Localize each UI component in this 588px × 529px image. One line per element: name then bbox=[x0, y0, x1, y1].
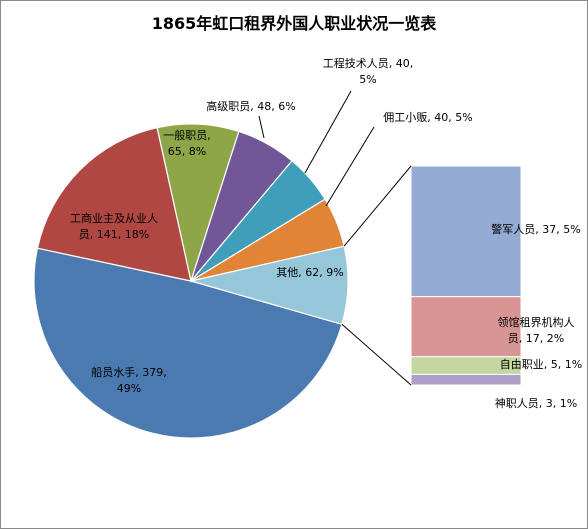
pie-leader-line-3 bbox=[258, 115, 265, 139]
pie-data-label-3: 高级职员, 48, 6% bbox=[206, 99, 295, 113]
pie-data-label-0: 船员水手, 379, 49% bbox=[91, 365, 167, 395]
pie-group bbox=[33, 123, 349, 439]
chart-title: 1865年虹口租界外国人职业状况一览表 bbox=[152, 14, 438, 33]
bar-data-label-0: 警军人员, 37, 5% bbox=[491, 222, 580, 236]
pie-data-label-2: 一般职员, 65, 8% bbox=[163, 129, 211, 158]
bar-segment-1 bbox=[410, 296, 522, 358]
labels: 船员水手, 379, 49% 工商业主及从业人员, 141, 18% 一般职员, 65,… bbox=[70, 57, 582, 410]
pie-data-label-4: 工程技术人员, 40, 5% bbox=[323, 57, 414, 86]
leader-lines bbox=[258, 90, 412, 386]
pie-data-label-6: 其他, 62, 9% bbox=[276, 266, 343, 279]
pie-slice-1 bbox=[36, 126, 192, 282]
pie-data-label-1: 工商业主及从业人员, 141, 18% bbox=[70, 211, 158, 241]
bar-data-label-3: 神职人员, 3, 1% bbox=[495, 396, 577, 410]
pie-slice-6 bbox=[190, 245, 349, 326]
bar-data-label-1: 领馆租界机构人员, 17, 2% bbox=[498, 315, 575, 345]
connector-line-top bbox=[343, 165, 412, 247]
bar-segment-3 bbox=[410, 373, 522, 386]
bar-group bbox=[410, 165, 522, 386]
pie-slice-0 bbox=[33, 247, 343, 439]
pie-leader-line-4 bbox=[304, 90, 352, 174]
connector-line-bottom bbox=[341, 323, 412, 386]
pie-data-label-5: 佣工小贩, 40, 5% bbox=[383, 111, 472, 124]
bar-segment-0 bbox=[410, 165, 522, 298]
pie-leader-line-5 bbox=[325, 126, 375, 207]
bar-data-label-2: 自由职业, 5, 1% bbox=[500, 357, 582, 371]
